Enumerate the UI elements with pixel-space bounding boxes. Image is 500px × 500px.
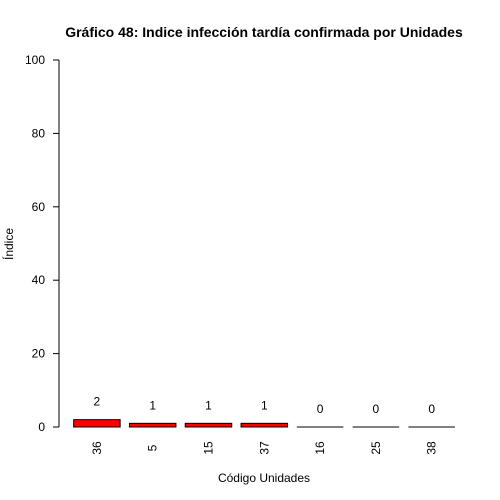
chart-title: Gráfico 48: Indice infección tardía conf…	[65, 24, 463, 40]
data-label: 2	[94, 395, 101, 409]
y-tick-label: 0	[38, 420, 45, 434]
y-tick-label: 60	[32, 200, 46, 214]
x-tick-labels: 36 5 15 37 16 25 38	[90, 441, 439, 455]
x-tick-label: 36	[90, 441, 104, 455]
bar	[128, 422, 177, 428]
data-label: 0	[317, 402, 324, 416]
x-tick-label: 16	[313, 441, 327, 455]
bar	[73, 419, 121, 428]
x-tick-label: 5	[146, 444, 160, 451]
data-label: 0	[428, 402, 435, 416]
y-axis-label: Índice	[1, 228, 16, 260]
bar	[184, 422, 233, 428]
bar	[240, 422, 289, 428]
x-tick-label: 15	[202, 441, 216, 455]
x-tick-label: 37	[257, 441, 271, 455]
y-tick-label: 80	[32, 126, 46, 140]
data-labels: 2 1 1 1 0 0 0	[94, 395, 436, 416]
data-label: 1	[149, 398, 156, 412]
y-tick-label: 40	[32, 273, 46, 287]
data-label: 1	[261, 398, 268, 412]
x-tick-label: 38	[425, 441, 439, 455]
y-tick-label: 20	[32, 347, 46, 361]
x-tick-label: 25	[369, 441, 383, 455]
y-axis: 0 20 40 60 80 100	[25, 53, 60, 434]
y-tick-label: 100	[25, 53, 45, 67]
x-axis-label: Código Unidades	[218, 471, 310, 485]
bars	[73, 419, 455, 428]
data-label: 0	[373, 402, 380, 416]
data-label: 1	[205, 398, 212, 412]
